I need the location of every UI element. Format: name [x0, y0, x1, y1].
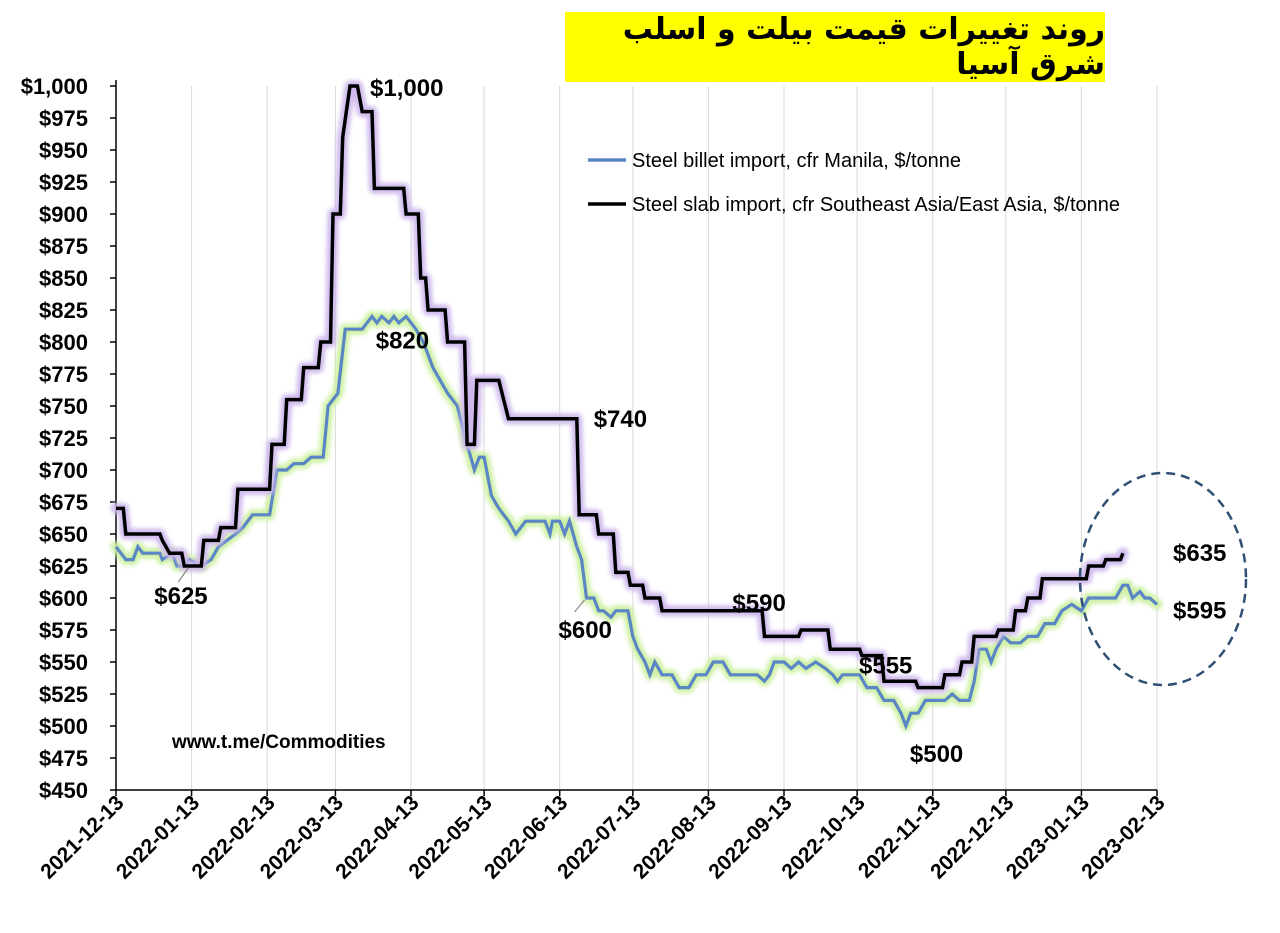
data-label-625: $625 — [154, 583, 207, 610]
data-label-740: $740 — [594, 406, 647, 433]
data-label-1000: $1,000 — [370, 75, 443, 102]
y-tick-label-675: $675 — [39, 490, 88, 515]
series-glow-0 — [110, 310, 1163, 732]
legend-label-0: Steel billet import, cfr Manila, $/tonne — [632, 150, 961, 172]
y-tick-label-500: $500 — [39, 714, 88, 739]
data-labels: $1,000 $820 $740 $625 $600 $590 $555 $500 $635 $5… — [154, 75, 1226, 768]
y-tick-label-900: $900 — [39, 202, 88, 227]
y-tick-label-600: $600 — [39, 586, 88, 611]
y-tick-label-750: $750 — [39, 394, 88, 419]
legend: Steel billet import, cfr Manila, $/tonne… — [588, 150, 1120, 216]
y-tick-label-450: $450 — [39, 778, 88, 803]
y-tick-label-925: $925 — [39, 170, 88, 195]
data-label-600: $600 — [559, 617, 612, 644]
leader-line-625 — [177, 567, 189, 583]
series-line-1 — [116, 84, 1125, 690]
data-label-595: $595 — [1173, 597, 1226, 624]
watermark-text: www.t.me/Commodities — [171, 732, 386, 753]
data-label-635: $635 — [1173, 540, 1226, 567]
leader-line-600 — [574, 599, 585, 613]
y-tick-label-725: $725 — [39, 426, 88, 451]
y-tick-label-625: $625 — [39, 554, 88, 579]
y-tick-label-775: $775 — [39, 362, 88, 387]
y-tick-label-525: $525 — [39, 682, 88, 707]
y-axis-ticks: $1,000 $975 $950 $925 $900 $875 $850 $825 $800 $7… — [21, 74, 88, 803]
series-lines — [110, 80, 1163, 732]
data-label-590: $590 — [732, 590, 785, 617]
y-tick-label-1000: $1,000 — [21, 74, 88, 99]
y-tick-label-800: $800 — [39, 330, 88, 355]
y-tick-label-975: $975 — [39, 106, 88, 131]
y-tick-label-825: $825 — [39, 298, 88, 323]
y-tick-label-700: $700 — [39, 458, 88, 483]
data-label-555: $555 — [859, 653, 912, 680]
y-tick-label-950: $950 — [39, 138, 88, 163]
y-tick-label-550: $550 — [39, 650, 88, 675]
y-tick-label-875: $875 — [39, 234, 88, 259]
series-line-0 — [114, 313, 1159, 731]
data-label-500: $500 — [910, 741, 963, 768]
chart-title-box: روند تغییرات قیمت بیلت و اسلب شرق آسیا — [565, 12, 1105, 82]
y-tick-label-575: $575 — [39, 618, 88, 643]
y-tick-label-650: $650 — [39, 522, 88, 547]
y-tick-label-475: $475 — [39, 746, 88, 771]
axes — [110, 80, 1158, 796]
data-label-820: $820 — [376, 327, 429, 354]
legend-label-1: Steel slab import, cfr Southeast Asia/Ea… — [632, 194, 1120, 216]
y-tick-label-850: $850 — [39, 266, 88, 291]
x-axis-ticks: 2021-12-132022-01-132022-02-132022-03-13… — [36, 791, 1169, 883]
chart-title: روند تغییرات قیمت بیلت و اسلب شرق آسیا — [622, 12, 1105, 82]
highlight-ellipse — [1078, 471, 1248, 687]
grid-lines — [115, 86, 1158, 790]
